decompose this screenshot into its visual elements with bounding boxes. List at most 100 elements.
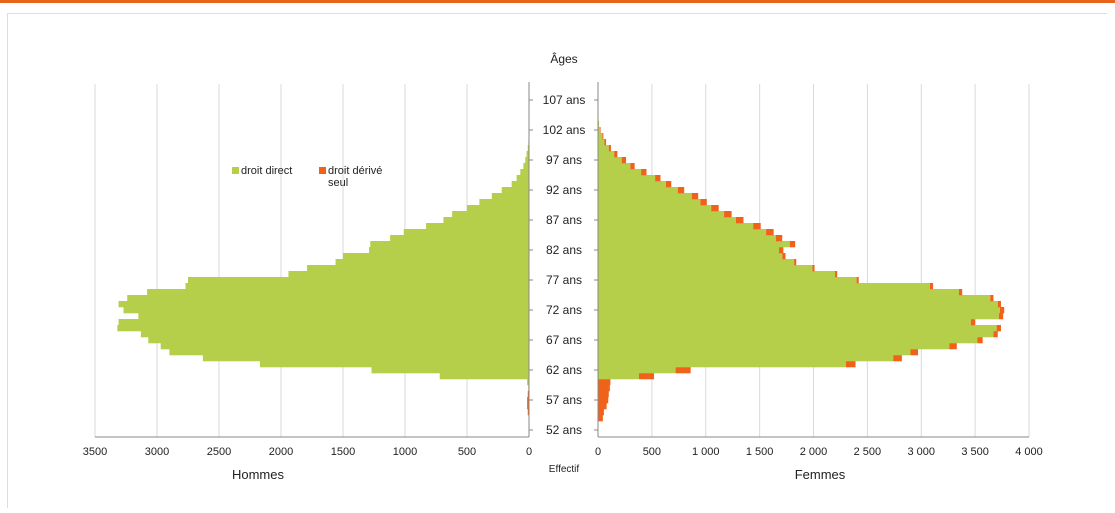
bar-hommes-direct-92: [501, 187, 529, 194]
bar-femmes-direct-101: [598, 133, 603, 140]
bar-hommes-direct-63: [259, 361, 529, 368]
right-tick-label-1: 500: [643, 446, 661, 458]
bar-femmes-direct-69: [598, 325, 997, 332]
bar-hommes-direct-94: [516, 175, 529, 182]
bar-femmes-derive-67: [977, 337, 983, 344]
right-tick-label-8: 4 000: [1015, 446, 1043, 458]
bar-femmes-derive-77: [856, 277, 859, 284]
bar-femmes-derive-64: [893, 355, 902, 362]
bar-hommes-direct-74: [127, 295, 530, 302]
bar-hommes-direct-86: [426, 223, 529, 230]
bar-hommes-direct-83: [370, 241, 529, 248]
bar-femmes-derive-97: [621, 157, 627, 164]
legend-label-droit-derive-line2: seul: [328, 177, 348, 189]
bar-hommes-derive-57: [527, 397, 529, 404]
bar-hommes-direct-81: [343, 253, 529, 260]
bar-femmes-direct-96: [598, 163, 631, 170]
bar-femmes-derive-57: [598, 397, 609, 404]
bar-femmes-direct-80: [598, 259, 795, 266]
bar-femmes-direct-63: [598, 361, 846, 368]
bar-hommes-direct-61: [439, 373, 529, 380]
bar-femmes-derive-84: [775, 235, 783, 242]
right-tick-label-6: 3 000: [907, 446, 935, 458]
hommes-label: Hommes: [232, 467, 285, 482]
bar-hommes-direct-82: [369, 247, 529, 254]
left-tick-label-5: 1000: [393, 446, 417, 458]
bar-hommes-direct-90: [479, 199, 529, 206]
age-tick-label-10: 102 ans: [543, 123, 586, 137]
age-tick-label-9: 97 ans: [546, 153, 582, 167]
bar-femmes-derive-75: [958, 289, 963, 296]
bar-hommes-direct-78: [288, 271, 529, 278]
legend-label-droit-direct: droit direct: [241, 165, 292, 177]
bar-femmes-direct-103: [598, 121, 600, 128]
bar-hommes-direct-72: [123, 307, 530, 314]
bar-hommes-direct-65: [169, 349, 529, 356]
bar-femmes-direct-79: [598, 265, 813, 272]
right-tick-label-2: 1 000: [692, 446, 720, 458]
bar-femmes-derive-100: [604, 139, 607, 146]
bar-femmes-direct-97: [598, 157, 622, 164]
bar-hommes-direct-71: [138, 313, 529, 320]
bar-femmes-derive-65: [910, 349, 919, 356]
bar-femmes-derive-63: [845, 361, 856, 368]
axes: [95, 82, 1029, 438]
bar-femmes-derive-60: [598, 379, 611, 386]
right-tick-label-4: 2 000: [800, 446, 828, 458]
bar-femmes-direct-95: [598, 169, 642, 176]
bar-femmes-direct-85: [598, 229, 767, 236]
age-tick-label-2: 62 ans: [546, 363, 582, 377]
bar-femmes-derive-72: [999, 307, 1005, 314]
bar-hommes-direct-96: [523, 163, 529, 170]
bar-hommes-direct-69: [117, 325, 529, 332]
legend: droit direct droit dérivé seul: [232, 165, 385, 189]
legend-label-droit-derive: droit dérivé seul: [328, 165, 385, 189]
bar-femmes-derive-55: [598, 409, 604, 416]
bar-femmes-direct-89: [598, 205, 712, 212]
left-tick-label-4: 1500: [331, 446, 355, 458]
bar-femmes-derive-92: [677, 187, 685, 194]
age-tick-label-8: 92 ans: [546, 183, 582, 197]
age-tick-label-0: 52 ans: [546, 423, 582, 437]
bar-femmes-derive-90: [700, 199, 707, 206]
bar-femmes-direct-94: [598, 175, 656, 182]
bar-hommes-direct-91: [491, 193, 529, 200]
bar-femmes-direct-92: [598, 187, 678, 194]
bar-femmes-direct-73: [598, 301, 998, 308]
bar-hommes-direct-64: [202, 355, 529, 362]
bar-femmes-direct-98: [598, 151, 615, 158]
left-tick-label-6: 500: [458, 446, 476, 458]
bar-femmes-derive-68: [993, 331, 998, 338]
bar-femmes-derive-101: [602, 133, 604, 140]
bar-femmes-derive-89: [711, 205, 719, 212]
bar-femmes-direct-99: [598, 145, 609, 152]
age-tick-label-3: 67 ans: [546, 333, 582, 347]
bar-hommes-direct-87: [443, 217, 529, 224]
bar-hommes-direct-80: [335, 259, 529, 266]
bar-hommes-direct-98: [526, 151, 529, 158]
bar-hommes-direct-77: [188, 277, 529, 284]
bar-femmes-direct-93: [598, 181, 666, 188]
top-accent-bar: [0, 0, 1115, 3]
bar-femmes-derive-96: [630, 163, 635, 170]
bar-hommes-direct-99: [527, 145, 529, 152]
bar-femmes-direct-90: [598, 199, 701, 206]
bar-femmes-derive-78: [835, 271, 838, 278]
bar-femmes-direct-88: [598, 211, 725, 218]
bar-femmes-derive-69: [996, 325, 1001, 332]
right-tick-label-7: 3 500: [961, 446, 989, 458]
bar-femmes-derive-62: [675, 367, 691, 374]
right-tick-label-5: 2 500: [854, 446, 882, 458]
legend-swatch-droit-direct: [232, 167, 239, 174]
bar-femmes-direct-100: [598, 139, 605, 146]
bar-femmes-direct-62: [598, 367, 676, 374]
bar-femmes-derive-59: [598, 385, 610, 392]
bar-hommes-direct-75: [147, 289, 529, 296]
left-tick-label-3: 2000: [269, 446, 293, 458]
left-tick-label-0: 3500: [83, 446, 107, 458]
bar-femmes-derive-85: [766, 229, 774, 236]
bar-hommes-direct-89: [467, 205, 529, 212]
bar-hommes-derive-56: [527, 403, 529, 410]
bars: [117, 115, 1005, 422]
